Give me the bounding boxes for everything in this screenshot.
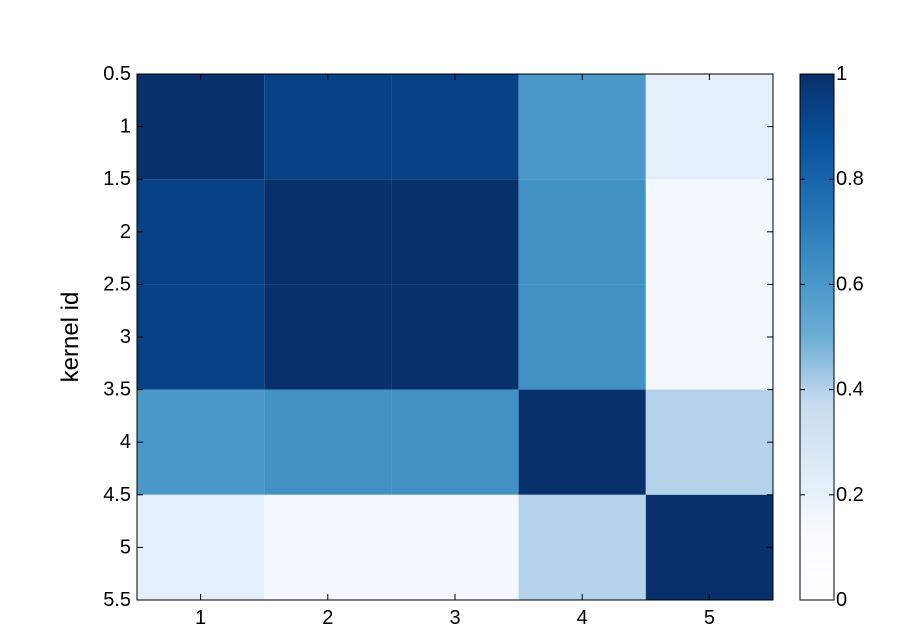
- heatmap-cell-r3-c3: [391, 284, 519, 390]
- y-tick-label: 5.5: [103, 589, 131, 611]
- colorbar-tick-label: 0: [836, 589, 847, 611]
- colorbar-tick-label: 0.2: [836, 484, 864, 506]
- x-tick-label: 5: [704, 607, 715, 629]
- y-tick-label: 3: [120, 326, 131, 348]
- heatmap-cell-r1-c5: [645, 74, 773, 180]
- heatmap-cell-r3-c1: [137, 284, 265, 390]
- heatmap-cell-r5-c5: [645, 494, 773, 600]
- heatmap-cell-r2-c3: [391, 179, 519, 285]
- heatmap-cell-r5-c4: [518, 494, 646, 600]
- x-tick-label: 3: [449, 607, 460, 629]
- heatmap-cell-r2-c4: [518, 179, 646, 285]
- colorbar-tick-labels: 0 0.2 0.4 0.6 0.8 1: [836, 63, 864, 611]
- heatmap-cell-r1-c2: [264, 74, 392, 180]
- heatmap-cell-r2-c2: [264, 179, 392, 285]
- heatmap-cell-r5-c2: [264, 494, 392, 600]
- colorbar-tick-label: 0.8: [836, 168, 864, 190]
- heatmap-cell-r1-c4: [518, 74, 646, 180]
- heatmap-cell-r5-c3: [391, 494, 519, 600]
- heatmap-cell-r3-c5: [645, 284, 773, 390]
- heatmap-cell-r4-c2: [264, 389, 392, 495]
- y-tick-label: 1.5: [103, 168, 131, 190]
- heatmap-cell-r4-c1: [137, 389, 265, 495]
- x-tick-label: 1: [195, 607, 206, 629]
- y-tick-label: 2: [120, 221, 131, 243]
- heatmap-cell-r2-c5: [645, 179, 773, 285]
- heatmap-cell-r4-c3: [391, 389, 519, 495]
- y-tick-label: 3.5: [103, 379, 131, 401]
- heatmap-cell-r1-c3: [391, 74, 519, 180]
- heatmap-cell-r4-c4: [518, 389, 646, 495]
- heatmap-cell-r2-c1: [137, 179, 265, 285]
- y-tick-label: 2.5: [103, 273, 131, 295]
- heatmap-cell-r3-c4: [518, 284, 646, 390]
- heatmap-cell-r4-c5: [645, 389, 773, 495]
- colorbar: [799, 73, 835, 601]
- colorbar-tick-label: 1: [836, 63, 847, 85]
- colorbar-ticks: [800, 73, 834, 601]
- y-tick-label: 5: [120, 536, 131, 558]
- x-tick-label: 2: [322, 607, 333, 629]
- colorbar-tick-label: 0.4: [836, 379, 864, 401]
- heatmap-cell-r1-c1: [137, 74, 265, 180]
- x-tick-label: 4: [577, 607, 588, 629]
- y-tick-label: 1: [120, 116, 131, 138]
- heatmap-cell-r3-c2: [264, 284, 392, 390]
- y-tick-label: 4: [120, 431, 131, 453]
- y-tick-labels: 0.5 1 1.5 2 2.5 3 3.5 4 4.5 5 5.5: [103, 63, 131, 611]
- heatmap-cell-r5-c1: [137, 494, 265, 600]
- colorbar-tick-label: 0.6: [836, 273, 864, 295]
- x-tick-labels: 1 2 3 4 5: [195, 607, 715, 629]
- y-axis-title: kernel id: [57, 292, 84, 383]
- y-tick-label: 0.5: [103, 63, 131, 85]
- y-tick-label: 4.5: [103, 484, 131, 506]
- axis-ticks: [137, 73, 773, 601]
- heatmap-cells: [137, 74, 773, 600]
